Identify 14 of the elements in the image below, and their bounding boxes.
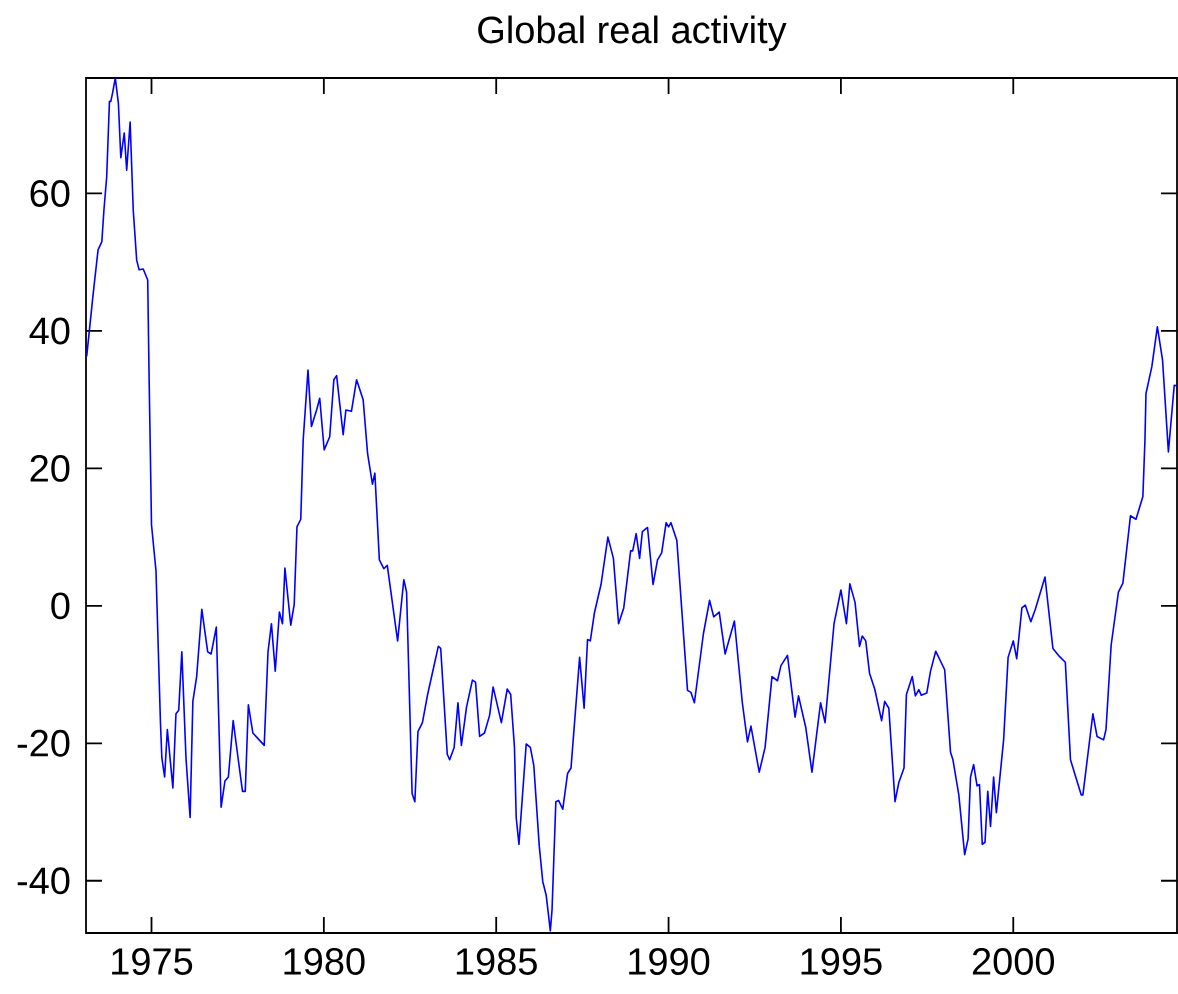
y-tick-label: 20: [30, 454, 70, 482]
chart-title: Global real activity: [478, 15, 787, 51]
x-tick-label: 2000: [972, 948, 1055, 975]
x-tick-label: 1995: [801, 948, 882, 975]
x-tick-label: 1980: [284, 948, 365, 975]
x-tick-label: 1975: [112, 948, 193, 975]
y-tick-label: -20: [17, 729, 70, 757]
x-tick-label: 1990: [629, 948, 710, 975]
y-tick-label: 40: [29, 317, 70, 345]
y-tick-label: -40: [17, 867, 70, 895]
y-tick-label: 60: [30, 180, 70, 207]
y-tick-label: 0: [51, 592, 70, 620]
x-tick-label: 1985: [456, 948, 537, 975]
line-series: [86, 77, 1178, 932]
